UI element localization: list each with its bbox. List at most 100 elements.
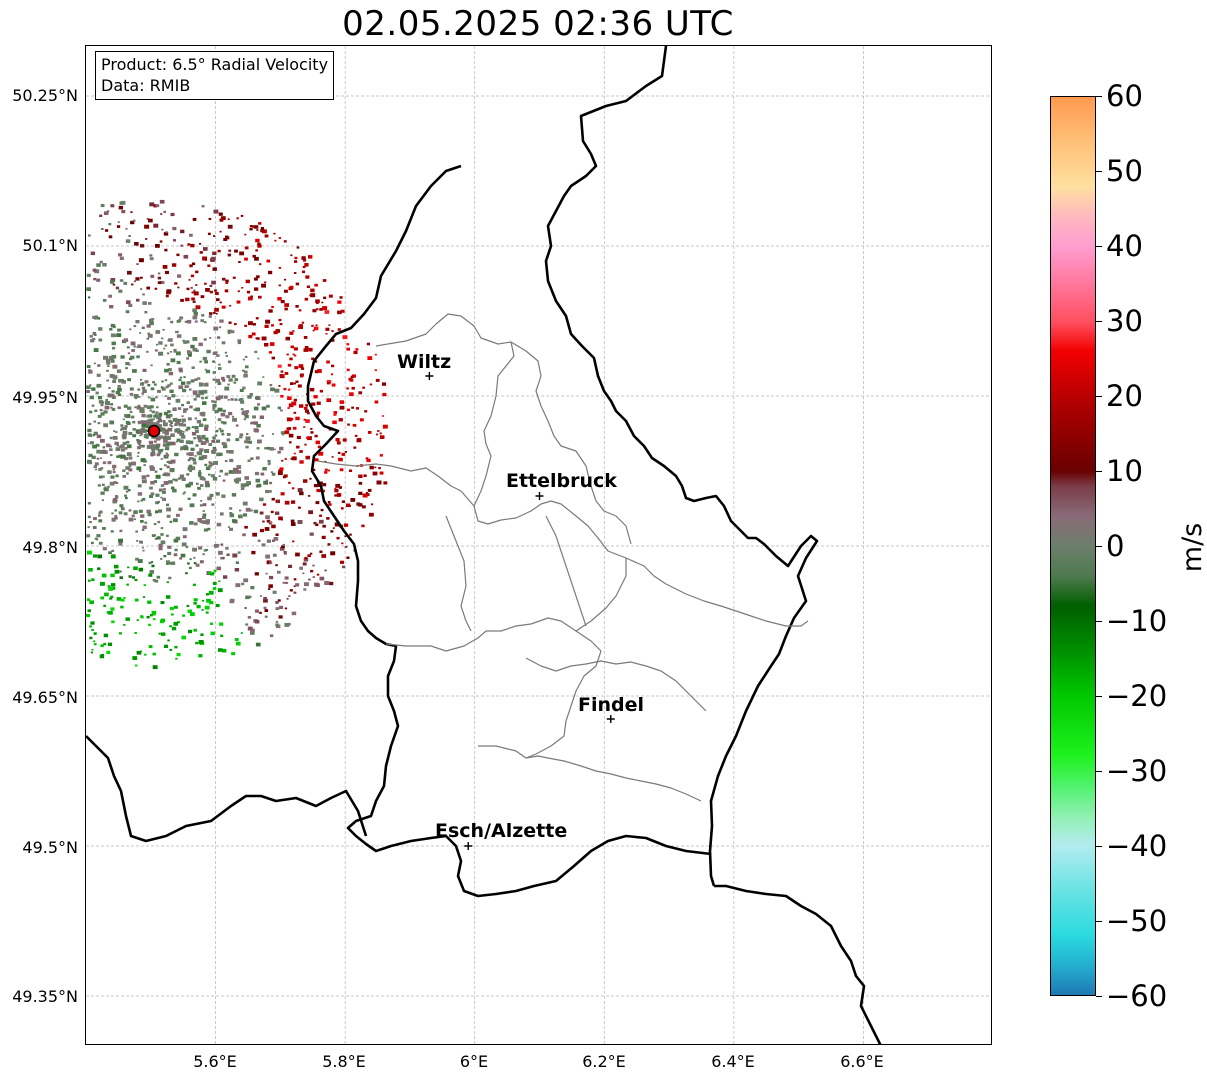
colorbar-tick [1096,846,1102,847]
radar-echo-cell [366,458,371,463]
radar-echo-cell [158,488,163,492]
radar-echo-cell [198,456,204,461]
radar-echo-cell [141,616,144,619]
radar-echo-cell [181,403,185,407]
radar-echo-cell [250,295,253,298]
radar-echo-cell [160,428,165,432]
radar-echo-cell [126,472,129,475]
radar-echo-cell [155,204,160,208]
radar-echo-cell [209,461,213,465]
radar-echo-cell [144,433,149,437]
radar-echo-cell [299,450,303,453]
radar-echo-cell [200,319,204,323]
radar-echo-cell [169,520,173,523]
radar-echo-cell [138,567,144,572]
radar-echo-cell [257,439,262,444]
radar-echo-cell [204,463,208,467]
radar-echo-cell [297,520,303,524]
radar-echo-cell [155,411,159,414]
radar-echo-cell [327,501,331,504]
radar-echo-cell [166,289,172,294]
radar-echo-cell [229,304,232,307]
radar-echo-cell [195,270,199,274]
radar-echo-cell [254,287,259,291]
radar-echo-cell [300,375,303,378]
radar-echo-cell [234,249,238,253]
radar-echo-cell [92,444,97,449]
radar-echo-cell [213,235,216,237]
radar-echo-cell [110,323,116,328]
radar-echo-cell [292,353,295,356]
radar-echo-cell [192,300,196,303]
radar-echo-cell [96,263,101,267]
radar-echo-cell [331,456,334,458]
radar-echo-cell [253,225,259,229]
radar-map[interactable] [85,45,992,1045]
border-germany-east [714,884,882,1044]
radar-echo-cell [309,387,315,392]
radar-echo-cell [133,325,137,328]
radar-echo-cell [115,286,120,290]
radar-echo-cell [234,378,239,381]
radar-echo-cell [124,457,128,461]
radar-echo-cell [112,364,118,369]
radar-echo-cell [284,607,288,610]
radar-echo-cell [197,471,202,475]
radar-echo-cell [290,345,294,349]
radar-echo-cell [165,472,171,477]
radar-echo-cell [335,483,341,488]
radar-echo-cell [128,431,133,435]
radar-echo-cell [173,518,178,523]
radar-echo-cell [205,548,209,551]
radar-echo-cell [141,546,144,549]
radar-echo-cell [160,558,163,560]
radar-echo-cell [105,358,110,363]
radar-echo-cell [177,418,182,422]
radar-echo-cell [165,452,168,455]
radar-echo-cell [199,448,204,452]
radar-echo-cell [200,484,204,487]
radar-echo-cell [239,388,244,392]
radar-echo-cell [153,480,158,483]
radar-echo-cell [190,344,195,349]
radar-echo-cell [299,404,304,408]
radar-echo-cell [120,454,125,459]
radar-echo-cell [148,414,153,418]
radar-echo-cell [127,406,132,410]
radar-echo-cell [150,364,153,367]
radar-echo-cell [245,623,249,626]
radar-echo-cell [153,523,157,526]
radar-echo-cell [303,479,308,483]
radar-echo-cell [252,415,256,419]
radar-echo-cell [158,632,161,635]
radar-echo-cell [233,478,239,483]
radar-echo-cell [332,527,335,529]
radar-echo-cell [170,459,176,464]
radar-echo-cell [109,420,115,425]
radar-echo-cell [173,605,178,609]
radar-echo-cell [141,382,145,385]
radar-echo-cell [142,389,146,392]
radar-echo-cell [158,509,163,513]
radar-echo-cell [180,446,185,450]
radar-echo-cell [160,618,166,623]
radar-echo-cell [146,424,149,427]
radar-echo-cell [137,404,141,407]
radar-echo-cell [242,501,248,506]
radar-echo-cell [142,301,147,305]
radar-echo-cell [313,521,317,525]
radar-echo-cell [291,487,295,490]
radar-echo-cell [381,382,387,386]
radar-echo-cell [110,573,115,578]
radar-echo-cell [113,481,117,484]
radar-echo-cell [164,248,168,252]
radar-echo-cell [227,399,230,401]
radar-echo-cell [271,305,274,308]
radar-echo-cell [145,238,148,240]
radar-echo-cell [140,407,145,411]
radar-echo-cell [346,347,350,351]
radar-echo-cell [307,436,312,441]
radar-echo-cell [294,260,298,263]
radar-echo-cell [245,507,251,512]
radar-echo-cell [284,576,289,580]
